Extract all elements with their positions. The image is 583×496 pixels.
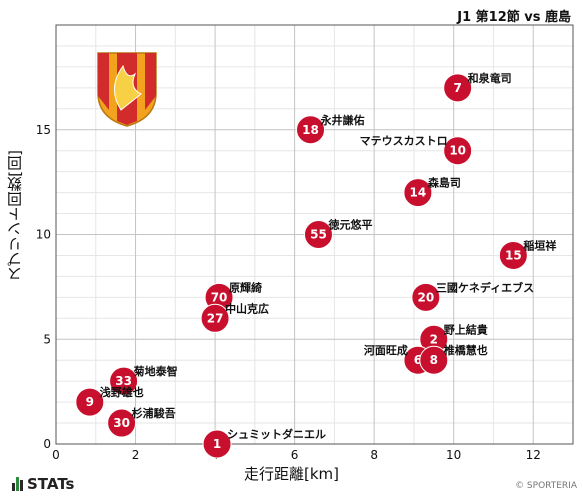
x-tick-label: 2	[132, 448, 140, 462]
player-point-marker	[443, 136, 473, 166]
player-name-label: 森島司	[428, 176, 461, 190]
x-axis-title: 走行距離[km]	[243, 465, 339, 483]
player-point-marker	[411, 282, 441, 312]
x-tick-label: 12	[526, 448, 541, 462]
player-name-label: 椎橋慧也	[443, 343, 488, 357]
x-tick-label: 10	[446, 448, 461, 462]
player-name-label: 和泉竜司	[468, 71, 512, 85]
player-number-label: 55	[310, 228, 327, 242]
player-name-label: 三國ケネディエブス	[436, 280, 534, 294]
player-number-label: 20	[418, 290, 435, 304]
y-tick-label: 10	[36, 228, 51, 242]
player-point-marker	[109, 366, 139, 396]
y-tick-label: 0	[43, 437, 51, 451]
y-tick-label: 5	[43, 332, 51, 346]
player-point-marker	[303, 220, 333, 249]
player-point-marker	[107, 408, 137, 438]
player-name-label: 稲垣祥	[523, 238, 556, 252]
team-crest-stripe	[145, 53, 156, 110]
player-name-label: 河面旺成	[364, 343, 408, 357]
brand-label: STATs	[27, 475, 75, 493]
player-number-label: 2	[430, 332, 438, 346]
player-name-label: 浅野雄也	[100, 385, 144, 399]
player-number-label: 27	[207, 311, 224, 325]
player-point-marker	[443, 73, 473, 103]
player-number-label: 6	[414, 353, 422, 367]
player-point-marker	[202, 429, 232, 459]
player-number-label: 1	[213, 437, 221, 451]
match-title: J1 第12節 vs 鹿島	[457, 10, 571, 25]
x-tick-label: 6	[291, 448, 299, 462]
player-name-label: シュミットダニエル	[227, 427, 326, 441]
player-point-marker	[200, 303, 230, 333]
y-tick-label: 15	[36, 123, 51, 137]
phoenix-icon	[114, 64, 142, 111]
player-name-label: 杉浦駿吾	[132, 406, 176, 420]
brand-logo: STATs	[12, 475, 74, 493]
player-name-label: 徳元悠平	[327, 218, 372, 232]
player-name-label: 菊地泰智	[134, 364, 178, 378]
x-tick-label: 8	[370, 448, 378, 462]
team-crest-stripe	[98, 53, 109, 110]
player-number-label: 30	[113, 416, 130, 430]
player-name-label: マテウスカストロ	[360, 135, 448, 148]
player-number-label: 33	[115, 374, 132, 388]
player-number-label: 18	[302, 123, 319, 137]
player-number-label: 8	[430, 353, 438, 367]
copyright-text: © SPORTERIA	[515, 481, 577, 491]
player-point-marker	[498, 240, 528, 270]
player-number-label: 15	[505, 248, 522, 262]
player-name-label: 中山克広	[225, 301, 269, 315]
player-point-marker	[419, 345, 449, 375]
player-name-label: 永井謙佑	[320, 113, 365, 127]
player-name-label: 野上結貴	[444, 322, 488, 336]
bar-chart-icon	[12, 477, 23, 491]
player-number-label: 14	[410, 186, 427, 200]
player-number-label: 10	[449, 144, 466, 158]
player-name-label: 原輝綺	[229, 280, 262, 294]
y-axis-title: スプリント回数[回]	[6, 150, 24, 282]
player-point-marker	[403, 178, 433, 208]
x-tick-label: 0	[52, 448, 60, 462]
player-point-marker	[75, 387, 105, 417]
player-number-label: 9	[86, 395, 94, 409]
player-point-marker	[296, 115, 326, 145]
plot-frame	[55, 24, 574, 445]
player-number-label: 7	[453, 81, 461, 95]
player-number-label: 70	[211, 290, 228, 304]
